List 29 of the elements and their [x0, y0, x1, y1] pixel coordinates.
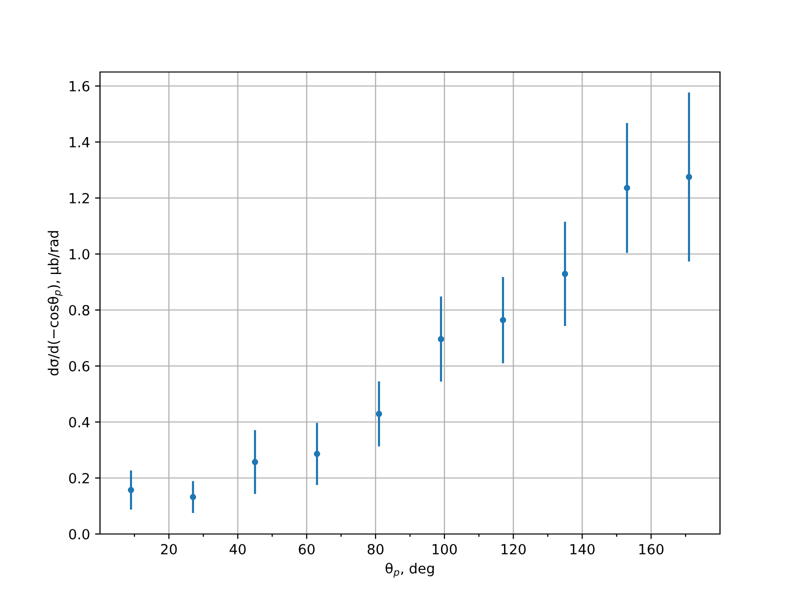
point — [686, 174, 692, 180]
point — [562, 270, 568, 278]
x-tick-label: 160 — [639, 544, 664, 554]
y-tick-label: 1.4 — [70, 137, 90, 148]
point — [314, 450, 320, 458]
x-tick-label: 80 — [368, 544, 384, 554]
y-tick-label: 1.2 — [70, 192, 89, 204]
x-tick-label: 100 — [432, 544, 457, 554]
x-axis-title: θ$_{p}$, deg — [386, 562, 434, 578]
point — [438, 336, 444, 342]
point — [500, 316, 506, 324]
y-axis-title: dσ/d(−cosθ$_{p}$), μb/rad — [48, 231, 63, 376]
point — [624, 184, 630, 192]
point — [376, 410, 382, 418]
x-tick-label: 120 — [502, 544, 526, 554]
y-tick-label: 0.6 — [69, 360, 90, 372]
point — [190, 494, 196, 500]
y-tick-label: 0.8 — [69, 304, 90, 316]
y-tick-label: 0.2 — [69, 472, 89, 484]
x-tick-label: 140 — [570, 544, 595, 554]
y-tick-label: 0.4 — [69, 416, 90, 428]
x-tick-label: 20 — [161, 544, 177, 554]
point — [252, 458, 258, 466]
y-tick-label: 1.6 — [70, 80, 90, 92]
y-tick-label: 0.0 — [69, 528, 90, 540]
x-tick-label: 60 — [298, 544, 315, 554]
y-tick-label: 1.0 — [70, 248, 90, 260]
point — [128, 486, 134, 494]
x-tick-label: 40 — [230, 544, 246, 554]
